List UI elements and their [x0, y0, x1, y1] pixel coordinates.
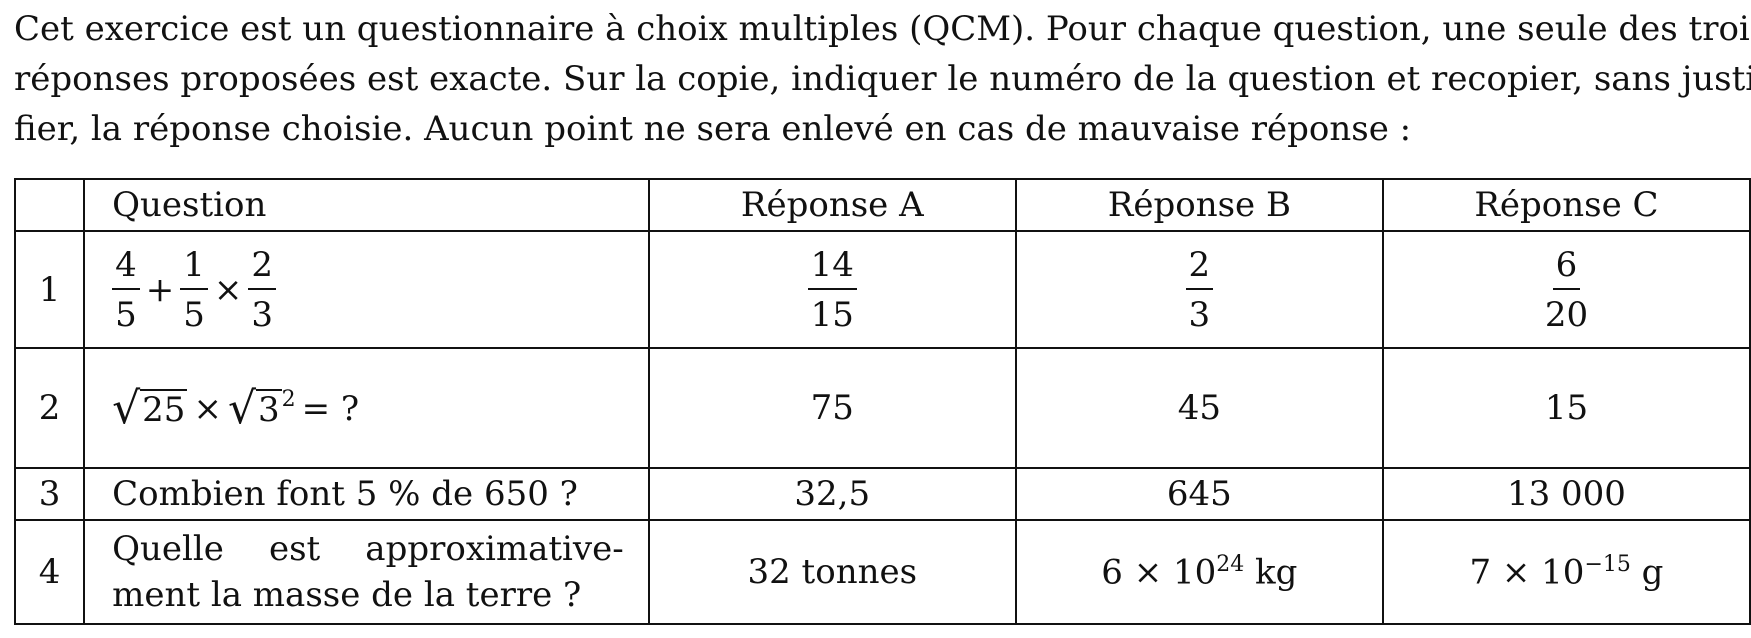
question-row-2: 2 √ 25 × √ 3 2 = ? 75 45 15: [13, 347, 1751, 469]
instructions-line-2: réponses proposées est exacte. Sur la co…: [14, 59, 1751, 99]
question-row-3: 3 Combien font 5 % de 650 ? 32,5 645 13 …: [13, 467, 1751, 521]
question-row-4: 4 Quelle est approximative- ment la mass…: [13, 519, 1751, 625]
answer-c: 13 000: [1381, 467, 1751, 521]
header-answer-c: Réponse C: [1381, 178, 1751, 232]
qcm-table: Question Réponse A Réponse B Réponse C 1…: [13, 178, 1751, 625]
question-text: Combien font 5 % de 650 ?: [83, 467, 650, 521]
answer-b: 645: [1014, 467, 1384, 521]
instructions-line-1: Cet exercice est un questionnaire à choi…: [14, 9, 1751, 49]
answer-c: 15: [1381, 347, 1751, 469]
times-operator: ×: [213, 269, 243, 310]
answer-a: 14 15: [647, 230, 1017, 349]
square-root: √ 3: [227, 383, 282, 435]
header-num: [13, 178, 86, 232]
question-text: Quelle est approximative- ment la masse …: [83, 519, 650, 625]
header-row: Question Réponse A Réponse B Réponse C: [13, 178, 1751, 232]
instructions-line-3: fier, la réponse choisie. Aucun point ne…: [14, 109, 1412, 149]
answer-a: 32,5: [647, 467, 1017, 521]
answer-c: 7 × 10−15 g: [1381, 519, 1751, 625]
question-number: 2: [13, 347, 86, 469]
answer-c: 6 20: [1381, 230, 1751, 349]
header-answer-b: Réponse B: [1014, 178, 1384, 232]
header-question: Question: [83, 178, 650, 232]
square-root: √ 25: [112, 383, 188, 435]
question-number: 3: [13, 467, 86, 521]
answer-b: 6 × 1024 kg: [1014, 519, 1384, 625]
answer-b: 45: [1014, 347, 1384, 469]
header-answer-a: Réponse A: [647, 178, 1017, 232]
question-1-expression: 4 5 +1 5 × 2 3: [83, 230, 650, 349]
instructions-paragraph: Cet exercice est un questionnaire à choi…: [14, 4, 1751, 154]
plus-operator: +: [145, 269, 175, 310]
answer-a: 32 tonnes: [647, 519, 1017, 625]
question-number: 1: [13, 230, 86, 349]
question-2-expression: √ 25 × √ 3 2 = ?: [83, 347, 650, 469]
answer-a: 75: [647, 347, 1017, 469]
question-number: 4: [13, 519, 86, 625]
